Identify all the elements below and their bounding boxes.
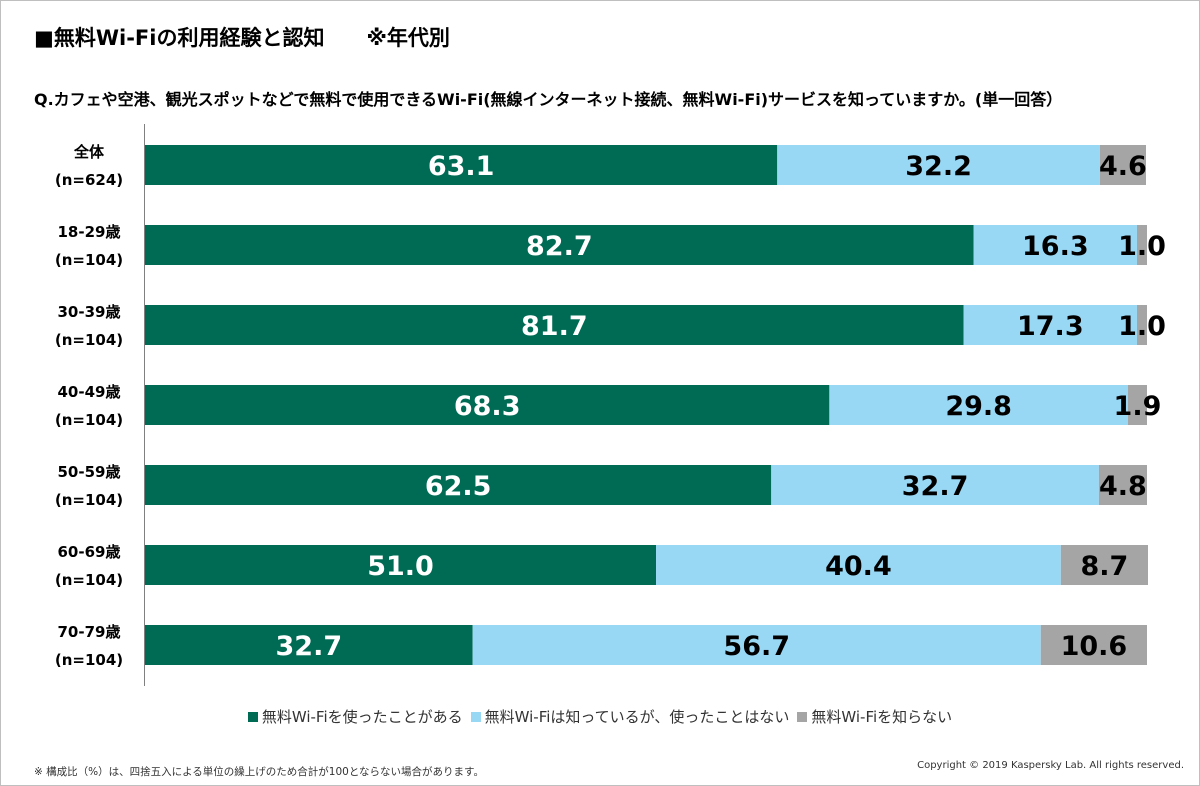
data-label: 4.8 xyxy=(1099,471,1147,502)
category-n-label: (n=104) xyxy=(55,331,123,349)
data-label: 8.7 xyxy=(1080,551,1128,582)
bar-segment xyxy=(1136,305,1147,345)
bar-segment xyxy=(829,385,1128,425)
data-label: 10.6 xyxy=(1061,631,1128,662)
legend-item: 無料Wi-Fiを使ったことがある xyxy=(247,706,463,727)
data-label: 62.5 xyxy=(425,471,492,502)
bar-segment xyxy=(963,305,1137,345)
data-label: 17.3 xyxy=(1017,311,1084,342)
legend-item: 無料Wi-Fiは知っているが、使ったことはない xyxy=(470,706,790,727)
bar-segment xyxy=(1136,225,1147,265)
bar-segment xyxy=(1099,145,1146,185)
bar-segment xyxy=(973,225,1137,265)
data-label: 32.7 xyxy=(902,471,969,502)
copyright: Copyright © 2019 Kaspersky Lab. All righ… xyxy=(917,760,1184,771)
bar-segment xyxy=(145,385,830,425)
legend-label: 無料Wi-Fiを知らない xyxy=(811,708,953,726)
category-label: 全体 xyxy=(73,143,105,161)
bar-segment xyxy=(145,465,772,505)
legend-swatch xyxy=(797,712,808,722)
data-label: 56.7 xyxy=(723,631,790,662)
data-label: 63.1 xyxy=(428,151,495,182)
data-label: 1.0 xyxy=(1118,231,1166,262)
data-label: 82.7 xyxy=(526,231,593,262)
category-label: 70-79歳 xyxy=(58,623,121,641)
legend-label: 無料Wi-Fiは知っているが、使ったことはない xyxy=(484,708,790,726)
legend-item: 無料Wi-Fiを知らない xyxy=(797,706,952,727)
data-label: 40.4 xyxy=(825,551,892,582)
category-label: 18-29歳 xyxy=(58,223,121,241)
footnote: ※ 構成比（%）は、四捨五入による単位の繰上げのため合計が100とならない場合が… xyxy=(34,766,484,778)
legend-swatch xyxy=(247,712,258,722)
category-n-label: (n=104) xyxy=(55,251,123,269)
data-label: 68.3 xyxy=(454,391,521,422)
category-n-label: (n=624) xyxy=(55,171,123,189)
legend-swatch xyxy=(470,712,481,722)
bar-segment xyxy=(656,545,1061,585)
category-n-label: (n=104) xyxy=(55,491,123,509)
bar-segment xyxy=(145,225,974,265)
data-label: 51.0 xyxy=(367,551,434,582)
bar-segment xyxy=(145,625,473,665)
data-label: 32.2 xyxy=(905,151,972,182)
bar-segment xyxy=(145,305,964,345)
legend-label: 無料Wi-Fiを使ったことがある xyxy=(261,708,463,726)
data-label: 1.9 xyxy=(1114,391,1162,422)
category-label: 30-39歳 xyxy=(58,303,121,321)
data-label: 32.7 xyxy=(276,631,343,662)
bar-segment xyxy=(472,625,1041,665)
data-label: 4.6 xyxy=(1099,151,1147,182)
bar-segment xyxy=(1060,545,1149,585)
legend: 無料Wi-Fiを使ったことがある 無料Wi-Fiは知っているが、使ったことはない 無… xyxy=(0,706,1200,727)
bar-segment xyxy=(145,545,657,585)
category-n-label: (n=104) xyxy=(55,411,123,429)
category-label: 60-69歳 xyxy=(58,543,121,561)
category-label: 50-59歳 xyxy=(58,463,121,481)
category-label: 40-49歳 xyxy=(58,383,121,401)
survey-question: Q.カフェや空港、観光スポットなどで無料で使用できるWi-Fi(無線インターネッ… xyxy=(34,90,1063,109)
data-label: 16.3 xyxy=(1022,231,1089,262)
category-n-label: (n=104) xyxy=(55,571,123,589)
bar-segment xyxy=(1040,625,1147,665)
data-label: 1.0 xyxy=(1118,311,1166,342)
bar-segment xyxy=(771,465,1099,505)
data-label: 81.7 xyxy=(521,311,588,342)
bar-segment xyxy=(145,145,778,185)
bar-segment xyxy=(1098,465,1147,505)
chart-title: ■無料Wi-Fiの利用経験と認知 ※年代別 xyxy=(34,26,450,50)
bar-segment xyxy=(777,145,1100,185)
data-label: 29.8 xyxy=(945,391,1012,422)
bar-segment xyxy=(1127,385,1147,425)
category-n-label: (n=104) xyxy=(55,651,123,669)
